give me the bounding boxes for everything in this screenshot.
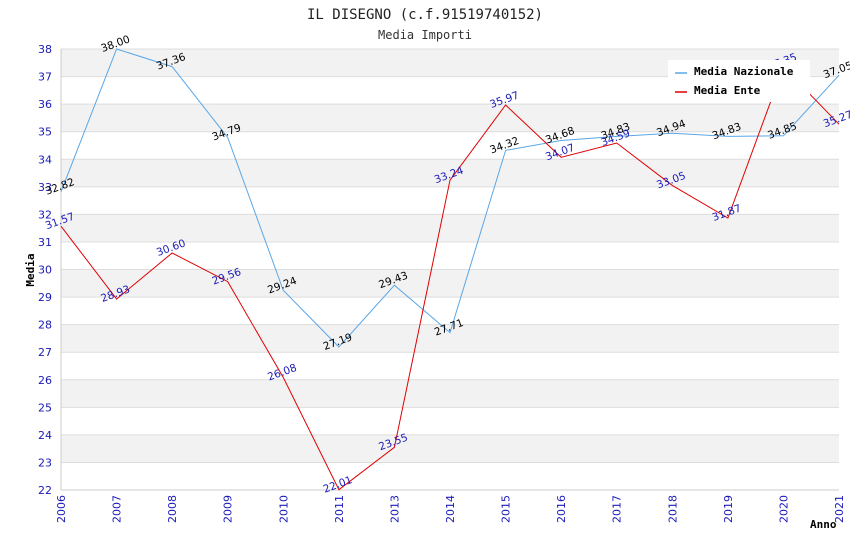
- grid-band: [61, 186, 839, 215]
- x-axis-label: Anno: [810, 518, 837, 531]
- y-tick-label: 26: [38, 374, 52, 387]
- x-tick-label: 2008: [166, 495, 179, 523]
- legend-label-nazionale: Media Nazionale: [694, 65, 794, 78]
- grid-band: [61, 214, 839, 242]
- y-tick-label: 36: [38, 98, 52, 111]
- x-tick-label: 2006: [55, 495, 68, 523]
- y-axis-ticks: 22 23 24 25 26 27 28 29 30 31 32 33 34 35 36 37 38: [38, 43, 52, 497]
- x-tick-label: 2015: [500, 495, 513, 523]
- x-tick-label: 2009: [222, 495, 235, 523]
- chart-title: IL DISEGNO (c.f.91519740152): [307, 7, 543, 23]
- x-tick-label: 2011: [333, 495, 346, 523]
- x-tick-label: 2017: [611, 495, 624, 523]
- y-tick-label: 35: [38, 126, 52, 139]
- series-lines: [60, 48, 840, 491]
- x-tick-label: 2019: [722, 495, 735, 523]
- y-tick-label: 32: [38, 208, 52, 221]
- y-tick-label: 31: [38, 236, 52, 249]
- y-tick-label: 24: [38, 429, 52, 442]
- x-tick-label: 2021: [833, 495, 846, 523]
- x-tick-label: 2016: [555, 495, 568, 523]
- x-tick-label: 2010: [277, 495, 290, 523]
- y-tick-label: 23: [38, 456, 52, 469]
- y-tick-label: 29: [38, 291, 52, 304]
- grid-band: [61, 379, 839, 408]
- legend-label-ente: Media Ente: [694, 84, 761, 97]
- grid-band: [61, 434, 839, 463]
- y-tick-label: 33: [38, 181, 52, 194]
- x-tick-label: 2014: [444, 495, 457, 523]
- series-line-ente: [60, 65, 840, 491]
- gridlines: [60, 48, 839, 491]
- plot-background-bands: [61, 49, 839, 490]
- grid-band: [61, 297, 839, 325]
- series-line-nazionale: [60, 48, 840, 348]
- grid-band: [61, 131, 839, 160]
- x-tick-label: 2020: [777, 495, 790, 523]
- y-tick-label: 27: [38, 346, 52, 359]
- grid-band: [61, 241, 839, 270]
- y-tick-label: 34: [38, 153, 52, 166]
- y-tick-label: 22: [38, 484, 52, 497]
- y-tick-label: 30: [38, 264, 52, 277]
- x-tick-label: 2018: [666, 495, 679, 523]
- chart-subtitle: Media Importi: [378, 28, 472, 42]
- y-tick-label: 37: [38, 71, 52, 84]
- legend: Media Nazionale Media Ente: [668, 60, 810, 102]
- grid-band: [61, 407, 839, 435]
- x-tick-label: 2013: [388, 495, 401, 523]
- y-axis-label: Media: [24, 253, 37, 286]
- y-tick-label: 28: [38, 319, 52, 332]
- x-tick-label: 2007: [111, 495, 124, 523]
- y-tick-label: 38: [38, 43, 52, 56]
- grid-band: [61, 352, 839, 380]
- grid-band: [61, 269, 839, 298]
- grid-band: [61, 104, 839, 132]
- legend-box: [668, 60, 810, 102]
- grid-band: [61, 324, 839, 353]
- y-tick-label: 25: [38, 401, 52, 414]
- x-axis-ticks: 2006 2007 2008 2009 2010 2011 2013 2014 2015 2016…: [55, 495, 846, 523]
- grid-band: [61, 462, 839, 490]
